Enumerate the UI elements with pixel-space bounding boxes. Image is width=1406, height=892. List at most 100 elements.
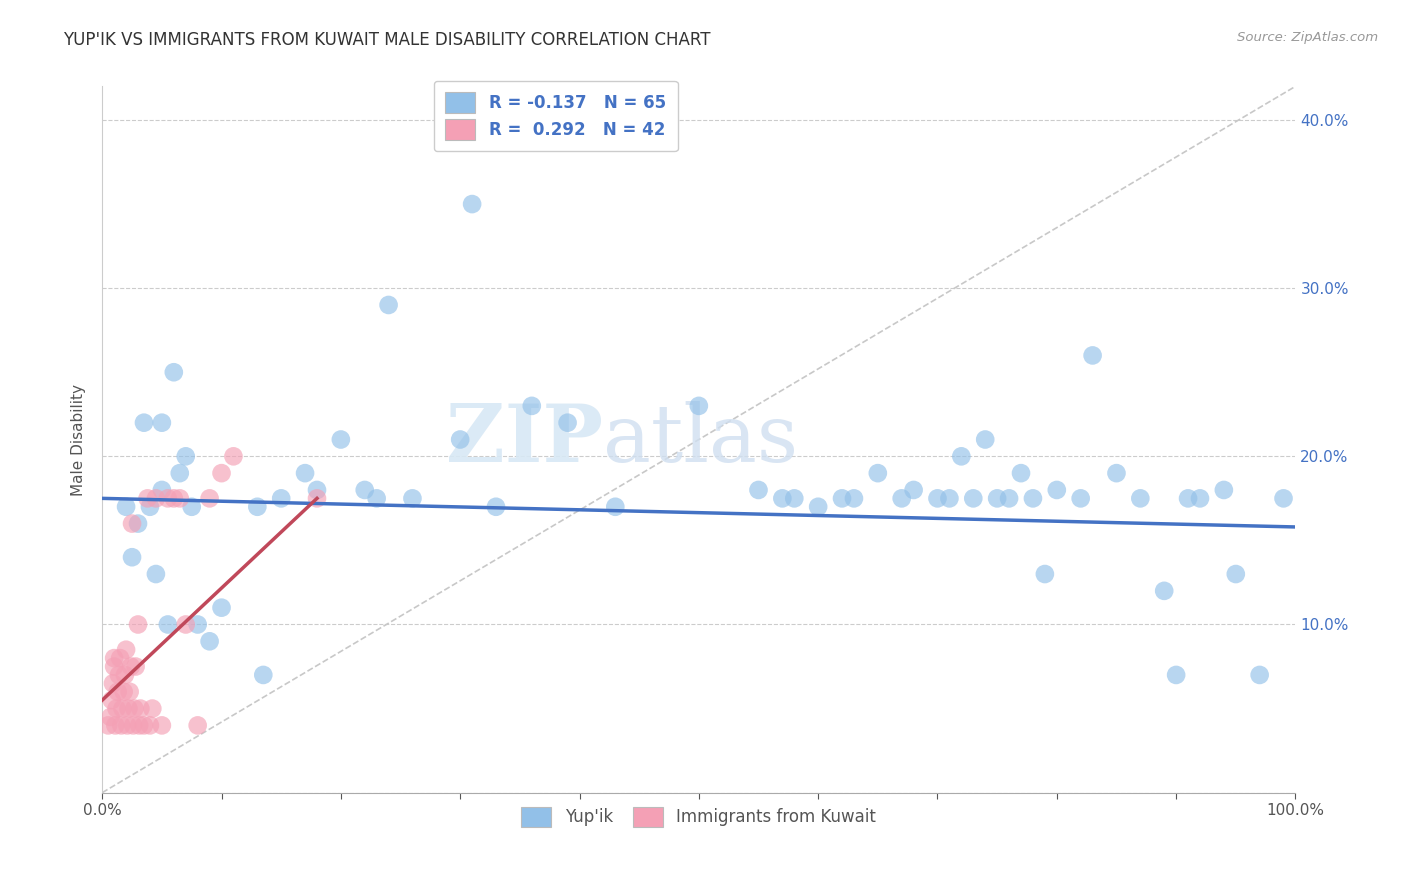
Text: ZIP: ZIP — [446, 401, 603, 478]
Point — [163, 365, 186, 379]
Point — [1010, 466, 1032, 480]
Point — [145, 491, 167, 506]
Point — [122, 718, 145, 732]
Point — [211, 466, 233, 480]
Point — [1188, 491, 1211, 506]
Point — [305, 483, 328, 497]
Point — [121, 550, 143, 565]
Point — [890, 491, 912, 506]
Point — [139, 500, 162, 514]
Point — [998, 491, 1021, 506]
Point — [927, 491, 949, 506]
Point — [115, 642, 138, 657]
Point — [132, 416, 155, 430]
Point — [938, 491, 960, 506]
Point — [747, 483, 769, 497]
Point — [1105, 466, 1128, 480]
Legend: Yup'ik, Immigrants from Kuwait: Yup'ik, Immigrants from Kuwait — [515, 800, 883, 834]
Point — [831, 491, 853, 506]
Point — [103, 651, 125, 665]
Point — [150, 483, 173, 497]
Point — [117, 701, 139, 715]
Point — [866, 466, 889, 480]
Point — [1129, 491, 1152, 506]
Point — [163, 491, 186, 506]
Point — [141, 701, 163, 715]
Point — [118, 685, 141, 699]
Point — [156, 491, 179, 506]
Point — [986, 491, 1008, 506]
Point — [128, 718, 150, 732]
Point — [222, 450, 245, 464]
Point — [129, 701, 152, 715]
Point — [169, 466, 191, 480]
Point — [104, 718, 127, 732]
Point — [114, 668, 136, 682]
Point — [842, 491, 865, 506]
Point — [112, 685, 135, 699]
Point — [461, 197, 484, 211]
Point — [401, 491, 423, 506]
Point — [1225, 567, 1247, 582]
Point — [198, 634, 221, 648]
Text: YUP'IK VS IMMIGRANTS FROM KUWAIT MALE DISABILITY CORRELATION CHART: YUP'IK VS IMMIGRANTS FROM KUWAIT MALE DI… — [63, 31, 711, 49]
Point — [100, 710, 122, 724]
Point — [1033, 567, 1056, 582]
Point — [688, 399, 710, 413]
Point — [974, 433, 997, 447]
Point — [1153, 583, 1175, 598]
Point — [252, 668, 274, 682]
Point — [174, 617, 197, 632]
Point — [127, 516, 149, 531]
Point — [139, 718, 162, 732]
Point — [962, 491, 984, 506]
Point — [353, 483, 375, 497]
Point — [121, 516, 143, 531]
Point — [485, 500, 508, 514]
Point — [1212, 483, 1234, 497]
Point — [103, 659, 125, 673]
Point — [108, 651, 131, 665]
Point — [101, 676, 124, 690]
Text: atlas: atlas — [603, 401, 799, 478]
Point — [807, 500, 830, 514]
Point — [169, 491, 191, 506]
Point — [117, 718, 139, 732]
Point — [305, 491, 328, 506]
Point — [1022, 491, 1045, 506]
Point — [903, 483, 925, 497]
Point — [150, 718, 173, 732]
Point — [1070, 491, 1092, 506]
Point — [1272, 491, 1295, 506]
Point — [124, 701, 146, 715]
Point — [107, 685, 129, 699]
Point — [150, 416, 173, 430]
Point — [605, 500, 627, 514]
Point — [108, 668, 131, 682]
Point — [127, 617, 149, 632]
Point — [270, 491, 292, 506]
Point — [770, 491, 793, 506]
Point — [124, 659, 146, 673]
Point — [211, 600, 233, 615]
Point — [97, 718, 120, 732]
Point — [132, 718, 155, 732]
Point — [105, 701, 128, 715]
Point — [187, 617, 209, 632]
Point — [198, 491, 221, 506]
Point — [145, 567, 167, 582]
Point — [246, 500, 269, 514]
Point — [366, 491, 388, 506]
Point — [783, 491, 806, 506]
Point — [136, 491, 159, 506]
Point — [115, 500, 138, 514]
Point — [950, 450, 973, 464]
Point — [449, 433, 471, 447]
Text: Source: ZipAtlas.com: Source: ZipAtlas.com — [1237, 31, 1378, 45]
Y-axis label: Male Disability: Male Disability — [72, 384, 86, 496]
Point — [294, 466, 316, 480]
Point — [1046, 483, 1069, 497]
Point — [100, 693, 122, 707]
Point — [520, 399, 543, 413]
Point — [174, 450, 197, 464]
